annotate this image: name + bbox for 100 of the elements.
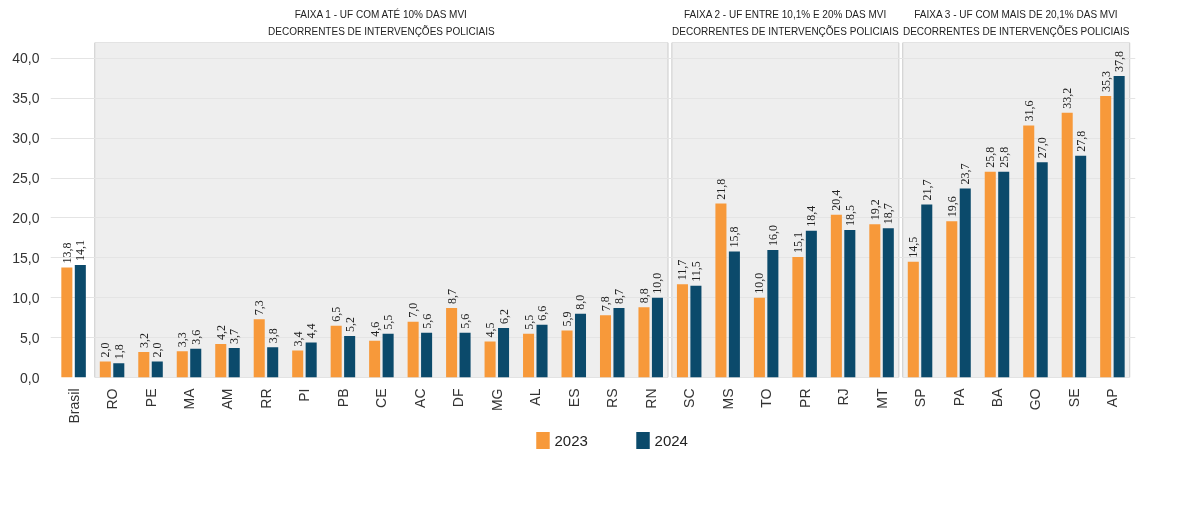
y-tick-label: 5,0: [20, 329, 40, 346]
data-label: 1,8: [111, 344, 126, 360]
x-tick-label: AM: [219, 388, 236, 410]
data-label: 8,7: [611, 289, 626, 305]
legend-label: 2023: [554, 431, 588, 449]
bar: [728, 251, 740, 378]
bar: [676, 284, 688, 378]
bar: [61, 267, 73, 378]
x-tick-label: PR: [796, 388, 813, 408]
bar: [99, 361, 111, 378]
data-label: 4,2: [213, 325, 228, 340]
bar: [305, 342, 317, 378]
x-tick-label: PA: [950, 387, 967, 407]
bar: [690, 285, 702, 378]
data-label: 8,8: [636, 288, 651, 304]
x-tick-label: SP: [912, 388, 929, 408]
x-tick-label: PB: [334, 388, 351, 408]
bar: [407, 321, 419, 378]
x-tick-label: DF: [450, 388, 467, 408]
bar: [446, 308, 458, 378]
x-tick-label: SE: [1065, 388, 1082, 408]
bar: [1023, 125, 1035, 378]
x-tick-label: RO: [104, 388, 121, 410]
data-label: 10,0: [650, 272, 665, 294]
x-tick-label: RS: [604, 388, 621, 408]
bar: [267, 347, 279, 378]
data-label: 18,5: [842, 204, 857, 226]
bar: [792, 257, 804, 378]
bar: [484, 341, 496, 378]
band-label: FAIXA 3 - UF COM MAIS DE 20,1% DAS MVI DECORRENTES DE INTERVENÇÕES POLICIAIS: [902, 8, 1130, 37]
bar: [1061, 112, 1073, 378]
x-tick-label: RJ: [835, 388, 852, 406]
data-label: 4,5: [483, 322, 498, 338]
y-tick-label: 20,0: [12, 209, 40, 226]
data-label: 3,7: [227, 328, 242, 344]
data-label: 25,8: [996, 146, 1011, 168]
bar: [74, 265, 86, 378]
x-tick-label: MA: [181, 387, 198, 410]
data-label: 6,6: [535, 305, 550, 321]
y-tick-label: 35,0: [12, 90, 40, 107]
bar: [253, 319, 265, 378]
y-tick-label: 25,0: [12, 170, 40, 187]
data-label: 21,7: [919, 179, 934, 201]
bar: [753, 297, 765, 378]
data-label: 14,1: [73, 240, 88, 262]
data-label: 13,8: [59, 242, 74, 264]
data-label: 5,5: [521, 314, 536, 330]
legend-label: 2024: [654, 431, 688, 449]
bar: [984, 171, 996, 378]
band-label: FAIXA 2 - UF ENTRE 10,1% E 20% DAS MVI DECORRENTES DE INTERVENÇÕES POLICIAIS: [672, 8, 899, 37]
bar: [946, 221, 958, 378]
data-label: 31,6: [1021, 100, 1036, 122]
data-label: 5,5: [381, 314, 396, 330]
data-label: 27,8: [1073, 130, 1088, 152]
data-label: 3,6: [188, 329, 203, 345]
x-tick-label: PE: [142, 388, 159, 408]
bar: [190, 348, 202, 378]
bar: [292, 350, 304, 378]
bar: [921, 204, 933, 378]
data-label: 3,2: [136, 332, 151, 348]
data-label: 35,3: [1098, 70, 1113, 92]
bar: [805, 230, 817, 378]
data-label: 4,4: [304, 323, 319, 339]
bar: [344, 336, 356, 378]
data-label: 2,0: [98, 342, 113, 358]
bar: [638, 307, 650, 378]
x-tick-label: GO: [1027, 388, 1044, 411]
bar: [382, 333, 394, 378]
x-tick-label: RN: [642, 388, 659, 409]
data-label: 14,5: [906, 236, 921, 258]
data-label: 37,8: [1112, 51, 1127, 72]
bar: [574, 313, 587, 378]
data-label: 19,2: [867, 199, 882, 221]
data-label: 27,0: [1035, 137, 1050, 159]
bar: [844, 229, 856, 378]
data-label: 3,3: [175, 332, 190, 348]
x-tick-label: ES: [565, 388, 582, 408]
x-tick-label: MG: [488, 388, 505, 412]
data-label: 19,6: [944, 196, 959, 218]
bar: [651, 297, 663, 378]
data-label: 33,2: [1060, 87, 1075, 109]
y-tick-label: 0,0: [20, 369, 40, 386]
bar: [330, 325, 342, 378]
data-label: 15,1: [790, 232, 805, 254]
data-label: 8,7: [444, 289, 459, 305]
data-label: 25,8: [983, 146, 998, 168]
data-label: 23,7: [958, 163, 973, 185]
data-label: 10,0: [752, 272, 767, 294]
bar: [1100, 95, 1112, 378]
data-label: 5,9: [560, 311, 575, 327]
bar: [613, 308, 625, 378]
x-tick-label: RR: [257, 388, 274, 409]
data-label: 7,3: [252, 300, 267, 316]
x-tick-label: AP: [1104, 388, 1121, 408]
bar: [715, 203, 727, 378]
y-tick-label: 10,0: [12, 289, 40, 306]
data-label: 16,0: [765, 224, 780, 246]
data-label: 8,0: [573, 294, 588, 310]
data-label: 5,2: [342, 317, 357, 333]
x-tick-label: PI: [296, 388, 313, 402]
